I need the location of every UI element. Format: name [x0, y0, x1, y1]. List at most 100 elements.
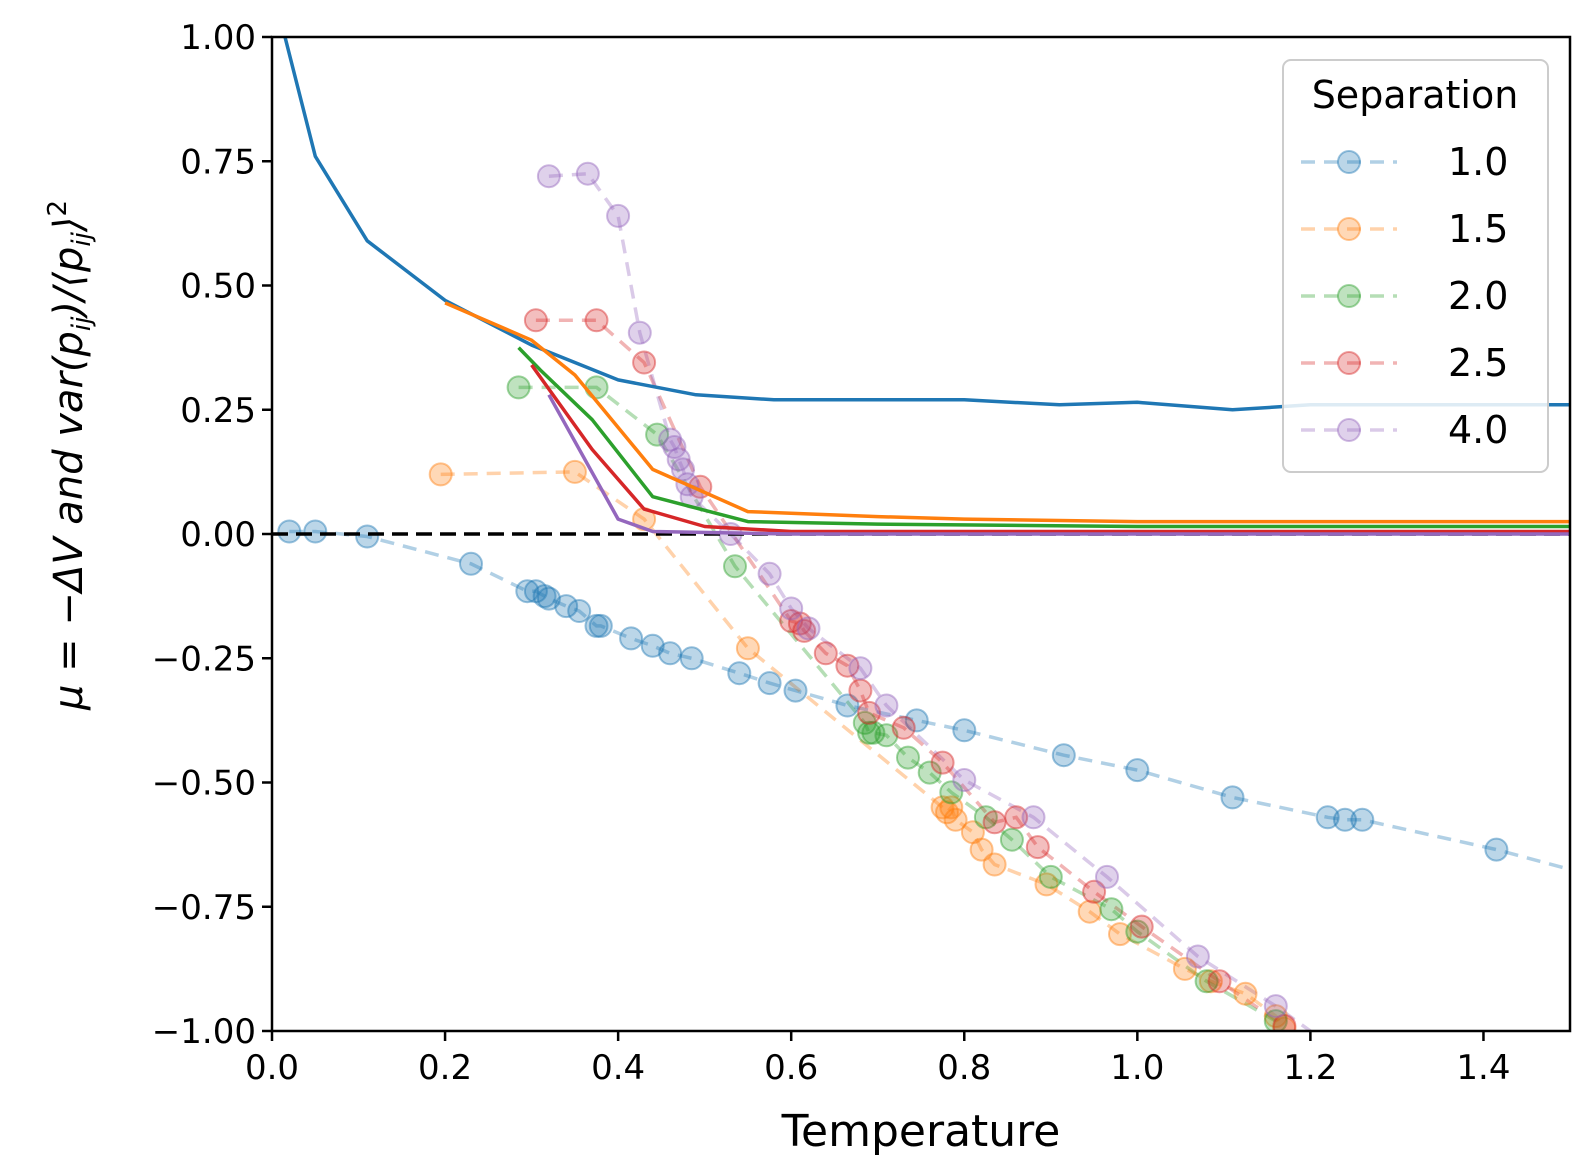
series-4.0-point	[606, 203, 631, 228]
x-axis: 0.0 0.2 0.4 0.6 0.8 1.0 1.2 1.4	[245, 1031, 1511, 1088]
series-2.5-point	[891, 715, 916, 740]
series-2.5-point	[1082, 879, 1107, 904]
y-tick-label: 0.00	[180, 515, 256, 555]
series-1.0-point	[355, 524, 380, 549]
series-2.0-point	[852, 710, 877, 735]
ylabel-part-2: var	[46, 370, 92, 437]
series-4.0-point	[874, 693, 899, 718]
series-1.0-solid-line	[283, 37, 1570, 412]
legend-marker-2.5	[1337, 351, 1361, 375]
y-tick-label: 0.75	[180, 142, 256, 182]
series-1.0-point	[1220, 785, 1245, 810]
x-tick-label: 1.4	[1456, 1048, 1510, 1088]
series-1.0-point	[679, 646, 704, 671]
series-2.5-point	[848, 678, 873, 703]
series-2.5-point	[584, 308, 609, 333]
ylabel-part-8: 2	[43, 200, 73, 217]
series-1.0-point	[1350, 807, 1375, 832]
series-1.0-point	[640, 633, 665, 658]
series-4.0-point	[1263, 994, 1288, 1019]
series-4.0-point	[658, 427, 683, 452]
y-tick-label: 0.25	[180, 391, 256, 431]
series-1.5-point	[562, 459, 587, 484]
legend-marker-1.5	[1337, 217, 1361, 241]
x-tick-label: 0.2	[418, 1048, 472, 1088]
marker-layer	[277, 161, 1509, 1031]
series-2.0-point	[874, 723, 899, 748]
series-2.5-point	[1004, 805, 1029, 830]
series-2.0-point	[1125, 919, 1150, 944]
series-1.5-point	[1077, 899, 1102, 924]
series-1.0-point	[536, 586, 561, 611]
legend-label-2.0: 2.0	[1448, 274, 1508, 318]
y-axis-label: μ = −ΔV and var(pij)/⟨pij⟩2	[43, 200, 97, 711]
legend: Separation 1.0 1.5 2.0 2.5 4.0	[1282, 59, 1549, 473]
series-2.0-solid-line	[517, 346, 1570, 529]
legend-label-1.0: 1.0	[1448, 140, 1508, 184]
series-2.0-point	[584, 375, 609, 400]
series-1.0-point	[727, 661, 752, 686]
series-1.0-point	[277, 519, 302, 544]
ylabel-part-4: ij	[67, 316, 97, 331]
series-1.0-point	[584, 613, 609, 638]
series-2.0-point	[861, 720, 886, 745]
legend-entries: 1.0 1.5 2.0 2.5 4.0	[1301, 140, 1508, 452]
series-1.5-point	[1263, 1004, 1288, 1029]
series-1.0-point	[1125, 758, 1150, 783]
series-2.5-point	[835, 653, 860, 678]
ylabel-part-1: μ = −ΔV and	[46, 437, 92, 711]
series-1.5-point	[1233, 981, 1258, 1006]
legend-box	[1282, 59, 1549, 473]
series-4.0-point	[627, 320, 652, 345]
y-tick-label: −0.25	[152, 639, 256, 679]
y-tick-label: 1.00	[180, 18, 256, 58]
series-4.0-point	[952, 768, 977, 792]
x-tick-label: 0.6	[764, 1048, 818, 1088]
series-1.5-point	[930, 795, 955, 820]
series-2.0-point	[857, 720, 882, 745]
series-1.5-point	[1272, 1016, 1297, 1031]
legend-marker-1.0	[1337, 150, 1361, 174]
series-1.0-point	[952, 718, 977, 743]
series-1.5-point	[939, 795, 964, 820]
series-1.5-point	[943, 807, 968, 832]
x-axis-label: Temperature	[781, 1106, 1061, 1157]
series-2.0-point	[896, 745, 920, 770]
series-2.0-point	[1099, 897, 1124, 922]
series-2.0-point	[939, 780, 964, 805]
ylabel-part-5: )/⟨p	[46, 247, 92, 320]
series-4.0-point	[848, 656, 873, 681]
series-2.0-point	[645, 422, 670, 447]
series-1.0-point	[904, 708, 929, 733]
series-1.0-point	[303, 519, 328, 544]
series-1.0-point	[532, 584, 557, 609]
series-2.0-point	[973, 805, 998, 830]
series-2.5-point	[787, 611, 812, 636]
series-1.0-point	[459, 551, 483, 576]
series-1.0-point	[523, 579, 548, 604]
series-1.5-point	[1034, 872, 1059, 897]
series-1.5-point	[1108, 922, 1132, 947]
series-4.0-point	[575, 161, 600, 186]
series-2.0-point	[999, 827, 1024, 852]
legend-marker-4.0	[1337, 418, 1361, 442]
legend-label-4.0: 4.0	[1448, 408, 1508, 452]
series-2.5-point	[982, 810, 1007, 835]
series-2.5-point	[1129, 914, 1154, 939]
series-1.0-point	[783, 678, 808, 703]
ylabel-part-6: ij	[67, 231, 97, 246]
series-2.5-point	[930, 750, 955, 775]
series-2.0-dashed-line	[518, 385, 1277, 1023]
y-tick-label: −0.50	[152, 764, 256, 804]
ylabel-part-7: ⟩	[46, 216, 92, 233]
legend-marker-2.0	[1337, 284, 1361, 308]
series-4.0-point	[757, 561, 782, 586]
series-1.5-solid-line	[444, 301, 1570, 524]
series-4.0-dashed-line	[548, 171, 1312, 1031]
series-4.0-point	[779, 596, 804, 621]
series-1.5-point	[935, 800, 959, 825]
series-2.5-point	[523, 308, 548, 333]
series-2.5-point	[1207, 969, 1232, 994]
series-1.5-point	[428, 462, 453, 487]
